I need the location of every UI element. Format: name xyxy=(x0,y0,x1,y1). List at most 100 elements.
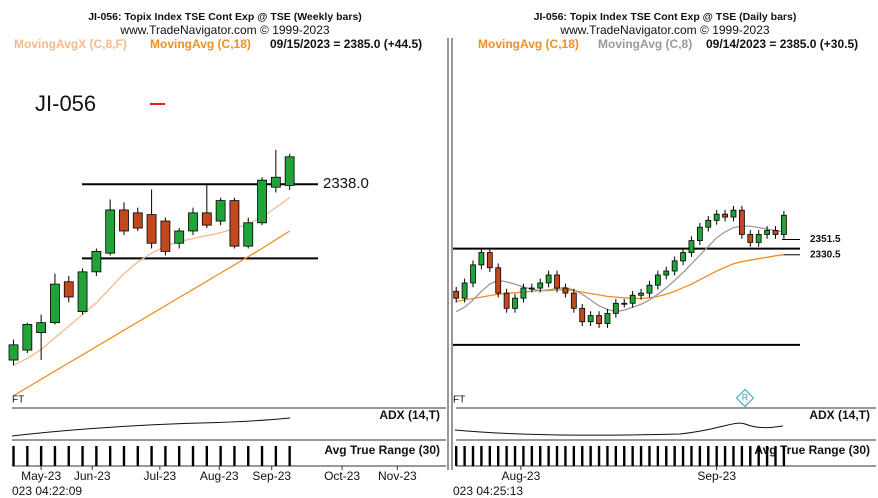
candle-body xyxy=(270,176,281,188)
atr-bar xyxy=(67,446,70,466)
candle-body xyxy=(596,315,602,324)
x-tick-label: May-23 xyxy=(21,469,61,483)
candle-body xyxy=(705,219,712,228)
atr-bar xyxy=(26,446,29,466)
atr-bar xyxy=(191,446,195,466)
atr-bar xyxy=(81,446,84,466)
x-tick-label: Aug-23 xyxy=(200,469,239,483)
atr-bar xyxy=(53,446,57,466)
candle-body xyxy=(461,282,468,299)
level-label: 2351.5 xyxy=(810,234,841,245)
candle-body xyxy=(503,292,510,309)
atr-bar xyxy=(765,446,769,466)
atr-bar xyxy=(274,446,278,466)
candle-body xyxy=(738,209,745,235)
atr-bar xyxy=(178,446,181,466)
candle-body xyxy=(713,213,720,221)
candle-body xyxy=(730,209,737,218)
atr-bar xyxy=(623,446,626,466)
candle-body xyxy=(671,260,678,272)
candle-body xyxy=(722,213,728,218)
candle-body xyxy=(243,222,254,247)
atr-bar xyxy=(564,446,567,466)
atr-bar xyxy=(122,446,126,466)
candle-body xyxy=(520,287,527,299)
candle-body xyxy=(554,274,560,289)
candle-body xyxy=(780,214,787,235)
atr-bar xyxy=(471,446,475,466)
candle-body xyxy=(755,234,762,243)
candle-body xyxy=(105,209,116,254)
atr-bar xyxy=(480,446,483,466)
indicator-label: ADX (14,T) xyxy=(809,408,870,422)
reset-icon: R xyxy=(735,388,755,408)
atr-bar xyxy=(150,446,153,466)
atr-bar xyxy=(606,446,609,466)
timestamp: 023 04:22:09 xyxy=(12,484,82,498)
candle-body xyxy=(545,274,552,284)
candle-body xyxy=(688,240,695,253)
candle-body xyxy=(453,290,460,299)
moving-average xyxy=(455,225,785,313)
candle-body xyxy=(478,252,485,266)
candle-body xyxy=(470,264,476,284)
svg-text:R: R xyxy=(742,392,749,402)
candle-body xyxy=(537,282,544,289)
indicator-label: Avg True Range (30) xyxy=(324,443,440,457)
chart-title: JI-056: Topix Index TSE Cont Exp @ TSE (… xyxy=(88,11,362,23)
adx-line xyxy=(11,417,291,437)
candle-body xyxy=(629,294,636,304)
level-label: 2338.0 xyxy=(323,175,369,192)
candle-body xyxy=(50,283,60,324)
candle-body xyxy=(188,212,198,232)
chart-subtitle: www.TradeNavigator.com © 1999-2023 xyxy=(559,23,769,37)
atr-bar xyxy=(164,446,167,466)
chart-subtitle: www.TradeNavigator.com © 1999-2023 xyxy=(119,23,329,37)
atr-bar xyxy=(698,446,702,466)
atr-bar xyxy=(505,446,508,466)
atr-bar xyxy=(497,446,500,466)
atr-bar xyxy=(774,446,777,466)
candle-body xyxy=(201,212,212,226)
candle-body xyxy=(696,226,703,242)
candle-body xyxy=(604,312,611,324)
x-tick-label: Nov-23 xyxy=(378,469,417,483)
x-tick-label: Oct-23 xyxy=(324,469,360,483)
candle-body xyxy=(63,281,74,298)
ft-label: FT xyxy=(453,395,465,406)
atr-bar xyxy=(782,446,786,466)
candle-body xyxy=(562,287,569,294)
atr-bar xyxy=(656,446,660,466)
candle-body xyxy=(570,292,577,309)
last-value: 09/14/2023 = 2385.0 (+30.5) xyxy=(706,37,858,51)
candle-body xyxy=(119,209,129,232)
candle-body xyxy=(22,324,33,351)
legend-entry: MovingAvg (C,18) xyxy=(478,37,579,51)
candle-body xyxy=(528,287,535,290)
candle-body xyxy=(587,315,594,323)
indicator-label: ADX (14,T) xyxy=(379,408,440,422)
atr-bar xyxy=(639,446,643,466)
ft-label: FT xyxy=(12,395,24,406)
atr-bar xyxy=(95,446,98,466)
atr-bar xyxy=(673,446,676,466)
atr-bar xyxy=(631,446,634,466)
atr-bar xyxy=(108,446,112,466)
candle-body xyxy=(612,302,619,314)
chart-title: JI-056: Topix Index TSE Cont Exp @ TSE (… xyxy=(534,11,797,23)
x-tick-label: Sep-23 xyxy=(252,469,291,483)
atr-bar xyxy=(648,446,651,466)
moving-average xyxy=(13,230,291,397)
atr-bar xyxy=(247,446,250,466)
candle-body xyxy=(663,270,670,276)
atr-bar xyxy=(581,446,584,466)
atr-bar xyxy=(233,446,236,466)
candle-body xyxy=(764,230,770,235)
candle-body xyxy=(91,251,102,273)
candle-body xyxy=(8,344,19,361)
candle-body xyxy=(229,200,240,247)
last-value: 09/15/2023 = 2385.0 (+44.5) xyxy=(270,37,422,51)
candle-body xyxy=(160,220,171,252)
atr-bar xyxy=(589,446,592,466)
